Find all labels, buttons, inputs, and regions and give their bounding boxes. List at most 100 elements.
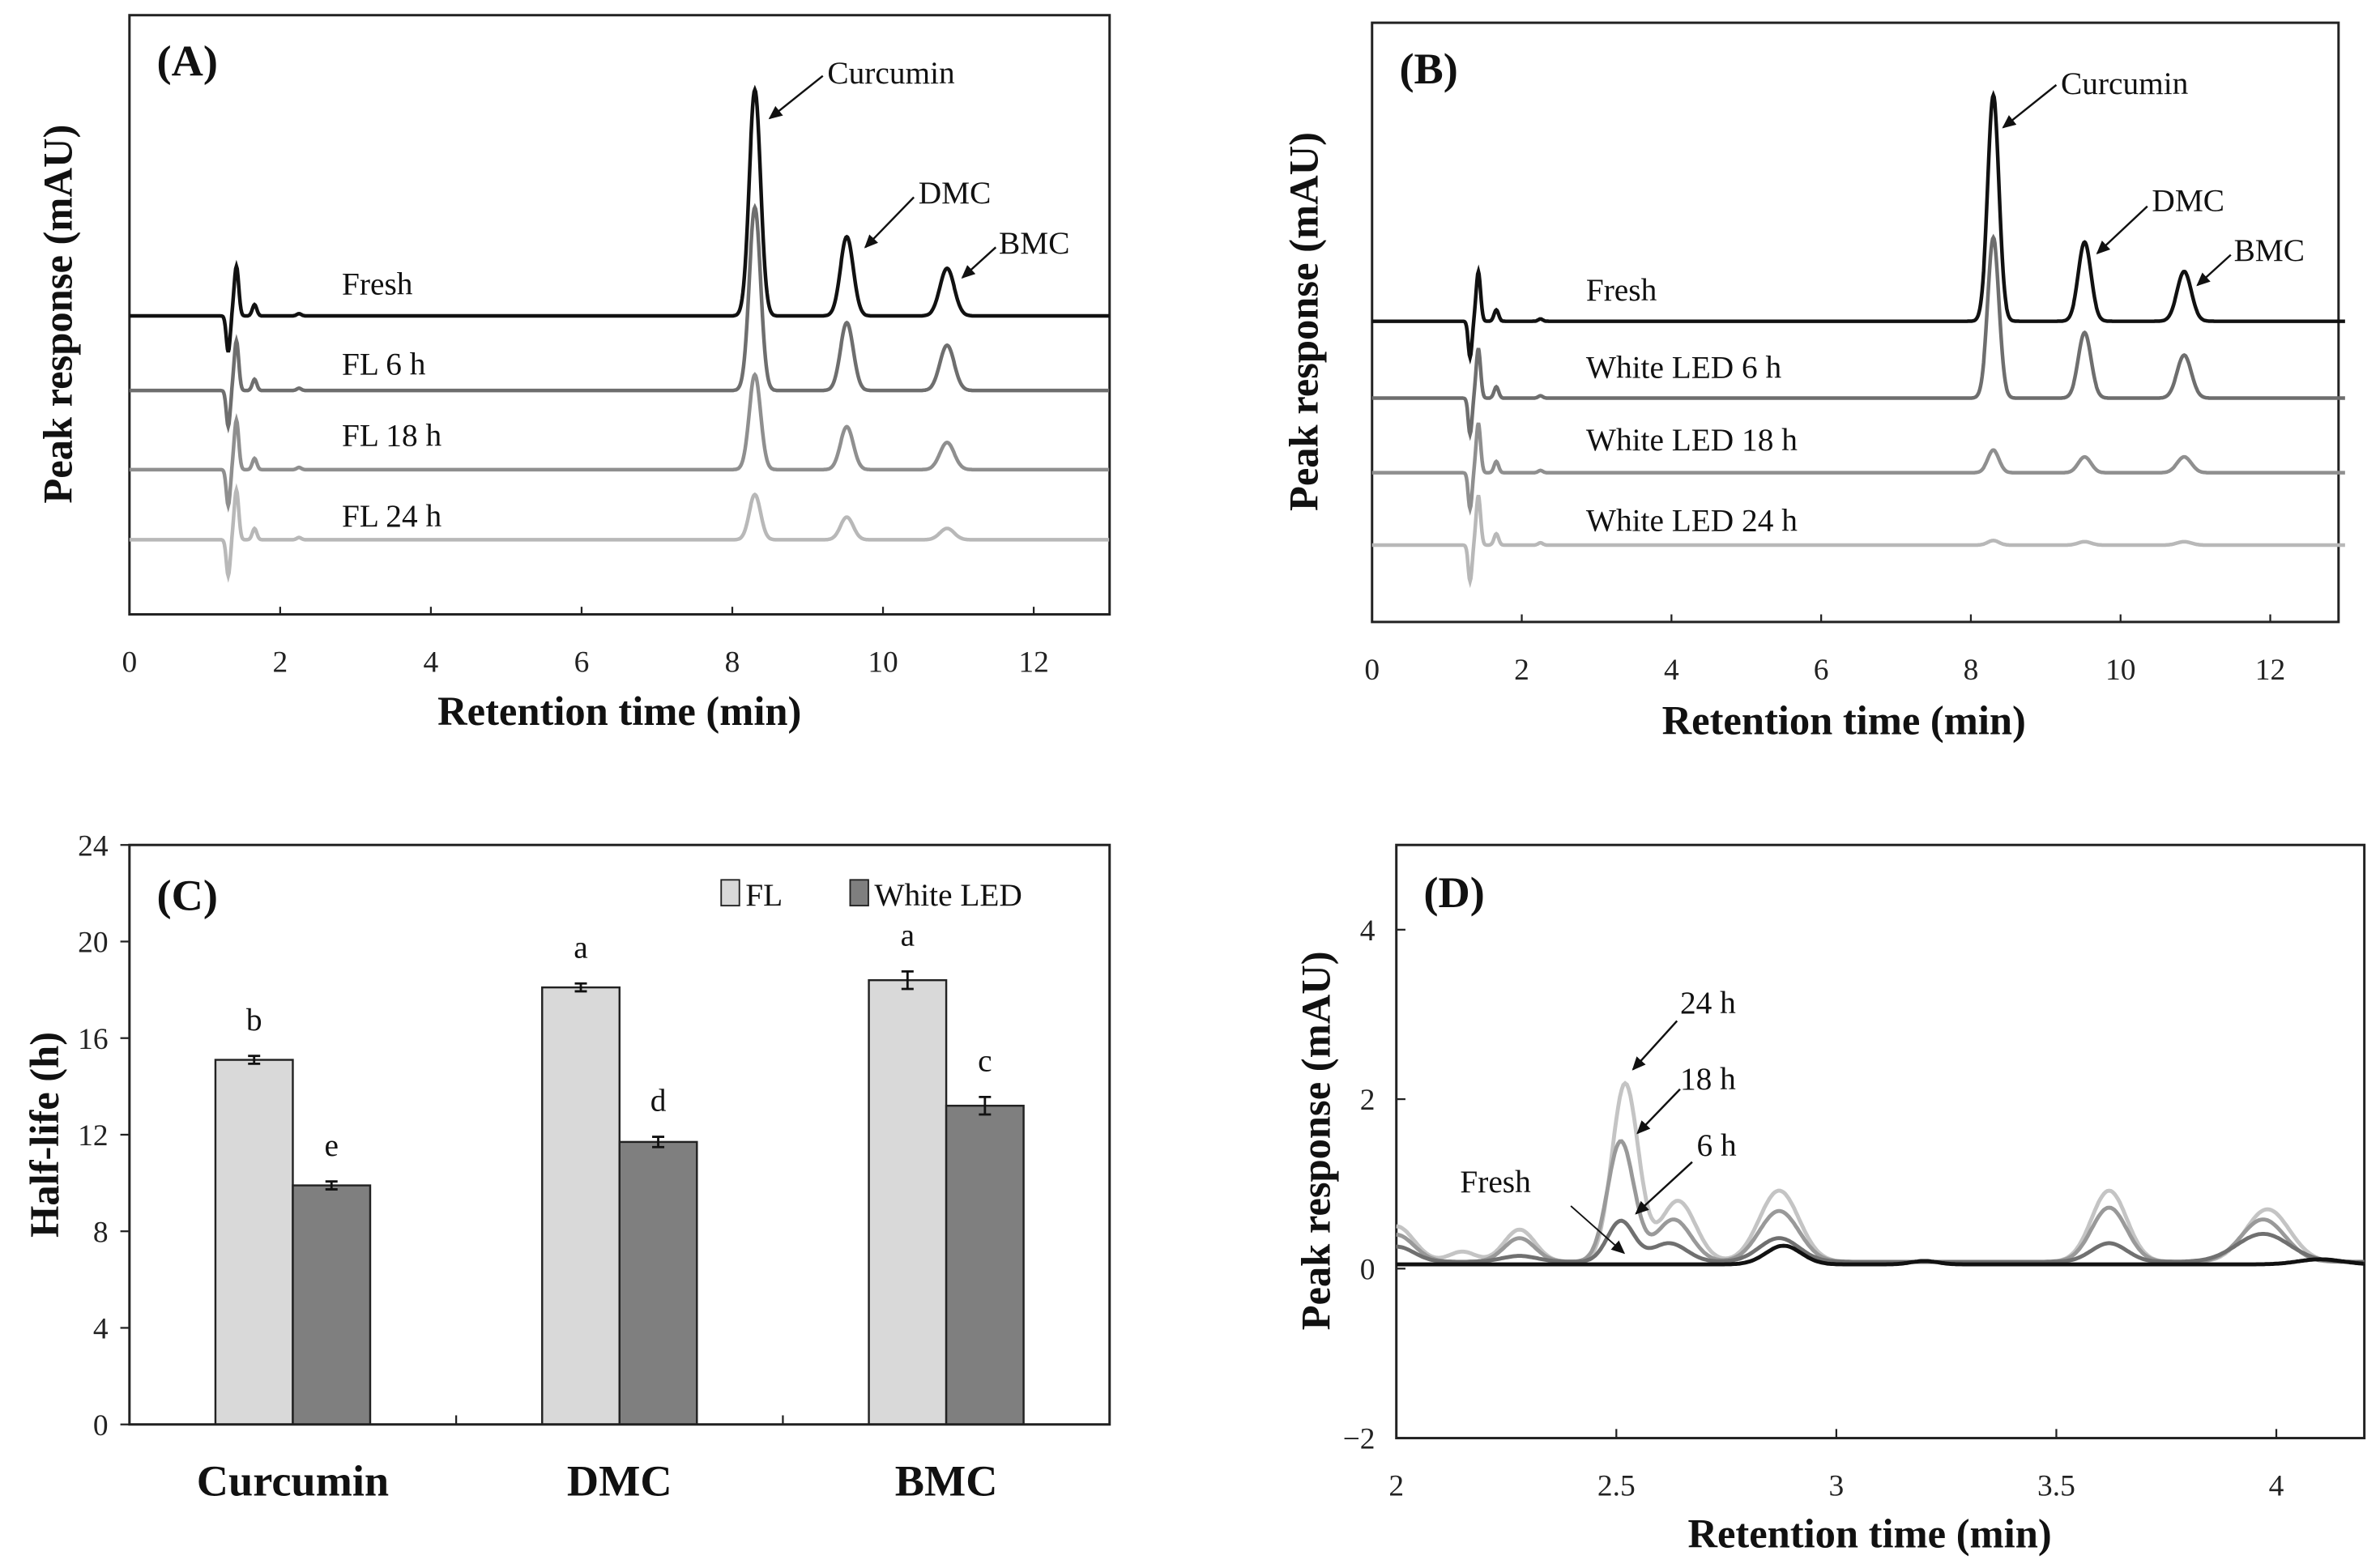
y-tick-label: 2 — [1360, 1084, 1376, 1117]
y-axis-label: Peak response (mAU) — [1281, 132, 1326, 511]
y-axis-label: Peak response (mAU) — [36, 125, 81, 504]
x-tick-label: 2 — [1388, 1470, 1404, 1503]
plot-frame — [128, 843, 1111, 1426]
x-tick-label: 10 — [2105, 654, 2135, 687]
trace-white-led-24-h — [1371, 494, 2345, 589]
trace-6-h — [1396, 1218, 2365, 1264]
panel-b: 0 2 4 6 8 10 12 (B) Retention time (min) Peak … — [1281, 21, 2345, 744]
x-tick-label: 12 — [1018, 646, 1048, 680]
annotation-arrow — [1570, 1205, 1626, 1255]
significance-letter: a — [901, 918, 915, 953]
y-tick-label: 4 — [1360, 914, 1376, 948]
y-tick-label: 0 — [93, 1409, 109, 1443]
annotation-arrow — [1636, 1088, 1681, 1135]
x-tick-label: 3.5 — [2037, 1470, 2075, 1503]
annotation-arrow — [2002, 83, 2058, 129]
trace-white-led-6-h — [1371, 233, 2345, 441]
peak-annotation: BMC — [999, 225, 1069, 261]
error-bar — [574, 982, 587, 993]
x-tick-label: 6 — [1814, 654, 1829, 687]
legend-label: FL — [745, 877, 783, 913]
bar-white-led — [945, 1104, 1025, 1425]
trace-label: Fresh — [342, 266, 413, 301]
y-tick-label: 20 — [78, 927, 108, 960]
trace-annotation: 6 h — [1697, 1127, 1737, 1163]
significance-letter: d — [650, 1083, 667, 1119]
panel-label: (C) — [157, 871, 218, 920]
trace-fresh — [1396, 1243, 2365, 1267]
trace-fl-24-h — [129, 483, 1110, 583]
x-tick-label: 10 — [868, 646, 898, 680]
legend: FL White LED — [720, 877, 1022, 913]
bar-fl — [868, 978, 948, 1425]
annotation-arrow — [1635, 1161, 1693, 1215]
trace-24-h — [1396, 1080, 2365, 1264]
y-axis-label: Half-life (h) — [22, 1032, 67, 1238]
x-axis-label: Retention time (min) — [437, 688, 801, 734]
panel-a: 0 2 4 6 8 10 12 (A) Retention time (min) Peak … — [36, 14, 1111, 734]
category-label: BMC — [895, 1457, 998, 1506]
bar-white-led — [292, 1184, 372, 1425]
error-bar — [325, 1180, 338, 1191]
bar-white-led — [618, 1140, 698, 1425]
trace-annotation: 18 h — [1680, 1061, 1736, 1097]
peak-annotation: BMC — [2234, 232, 2305, 268]
significance-letter: c — [978, 1043, 992, 1079]
annotation-arrow — [1631, 1020, 1678, 1071]
y-axis-label: Peak response (mAU) — [1293, 951, 1338, 1330]
trace-label: FL 6 h — [342, 347, 426, 382]
x-tick-label: 12 — [2255, 654, 2285, 687]
panel-label: (A) — [157, 37, 218, 86]
peak-annotation: DMC — [919, 175, 992, 211]
y-tick-label: 12 — [78, 1119, 108, 1153]
trace-label: White LED 18 h — [1586, 422, 1798, 458]
trace-annotation: Fresh — [1460, 1164, 1531, 1200]
x-tick-label: 8 — [1964, 654, 1979, 687]
trace-label: FL 24 h — [342, 498, 441, 534]
significance-letter: b — [246, 1002, 262, 1038]
trace-label: White LED 6 h — [1586, 349, 1782, 385]
x-tick-label: 2.5 — [1597, 1470, 1636, 1503]
x-axis-label: Retention time (min) — [1662, 698, 2026, 744]
x-tick-label: 6 — [574, 646, 590, 680]
y-tick-label: 24 — [78, 829, 109, 863]
trace-18-h — [1396, 1139, 2365, 1264]
trace-fl-18-h — [129, 372, 1110, 514]
annotation-arrow — [768, 75, 824, 120]
annotation-arrow — [961, 246, 997, 279]
annotation-arrow — [864, 196, 915, 249]
y-tick-label: 0 — [1360, 1253, 1376, 1286]
legend-label: White LED — [874, 877, 1022, 913]
x-tick-label: 0 — [122, 646, 137, 680]
error-bar — [248, 1055, 261, 1065]
y-tick-label: 8 — [93, 1216, 109, 1249]
x-tick-label: 4 — [1664, 654, 1679, 687]
peak-annotation: DMC — [2152, 182, 2224, 218]
trace-fresh — [129, 84, 1110, 353]
panel-label: (D) — [1423, 868, 1484, 917]
legend-swatch-fl — [720, 879, 740, 907]
x-axis-label: Retention time (min) — [1687, 1511, 2051, 1556]
error-bar — [979, 1095, 992, 1116]
panel-c: 0 4 8 12 16 20 24 Curcumin b e DMC a d BMC a c (C) Half… — [22, 829, 1111, 1506]
x-tick-label: 3 — [1829, 1470, 1845, 1503]
x-tick-label: 4 — [424, 646, 439, 680]
x-tick-label: 8 — [725, 646, 740, 680]
bar-fl — [541, 986, 621, 1425]
x-tick-label: 2 — [273, 646, 288, 680]
trace-label: Fresh — [1586, 272, 1657, 308]
annotation-arrow — [2196, 254, 2232, 287]
category-label: Curcumin — [197, 1457, 389, 1506]
trace-label: White LED 24 h — [1586, 503, 1798, 539]
trace-fl-6-h — [129, 202, 1110, 434]
y-tick-label: 16 — [78, 1023, 108, 1056]
y-tick-label: 4 — [93, 1313, 109, 1346]
category-label: DMC — [567, 1457, 672, 1506]
peak-annotation: Curcumin — [2061, 66, 2189, 101]
x-tick-label: 4 — [2269, 1470, 2284, 1503]
trace-annotation: 24 h — [1680, 985, 1736, 1021]
significance-letter: a — [574, 929, 587, 965]
bar-fl — [214, 1059, 294, 1425]
x-tick-label: 0 — [1364, 654, 1380, 687]
